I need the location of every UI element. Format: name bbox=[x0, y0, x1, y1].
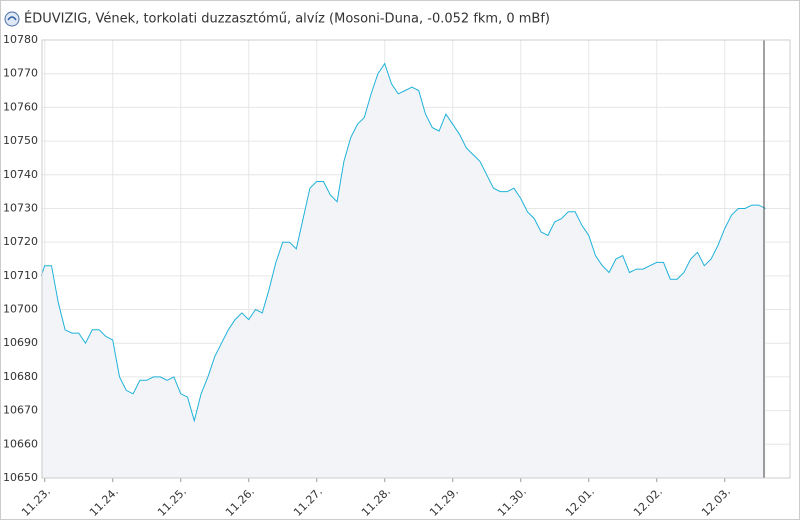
area-fill bbox=[41, 63, 766, 478]
y-tick-label: 10710 bbox=[3, 269, 38, 282]
chart-title: ÉDUVIZIG, Vének, torkolati duzzasztómű, … bbox=[24, 11, 550, 27]
line bbox=[40, 62, 766, 423]
y-tick-label: 10650 bbox=[3, 471, 38, 484]
plot: 10650 10660 10670 10680 10690 10700 10710 10720… bbox=[3, 33, 791, 519]
plot-border bbox=[41, 39, 791, 479]
y-tick-label: 10660 bbox=[3, 437, 38, 450]
y-tick-label: 10750 bbox=[3, 134, 38, 147]
logo-mark bbox=[7, 16, 17, 21]
logo bbox=[4, 11, 20, 27]
y-tick-label: 10760 bbox=[3, 100, 38, 113]
y-tick-label: 10780 bbox=[3, 33, 38, 46]
y-tick-label: 10670 bbox=[3, 404, 38, 417]
y-tick-label: 10690 bbox=[3, 336, 38, 349]
y-tick-label: 10700 bbox=[3, 303, 38, 316]
y-tick-label: 10680 bbox=[3, 370, 38, 383]
y-tick-label: 10770 bbox=[3, 67, 38, 80]
y-tick-label: 10730 bbox=[3, 201, 38, 214]
y-tick-label: 10720 bbox=[3, 235, 38, 248]
y-tick-label: 10740 bbox=[3, 168, 38, 181]
